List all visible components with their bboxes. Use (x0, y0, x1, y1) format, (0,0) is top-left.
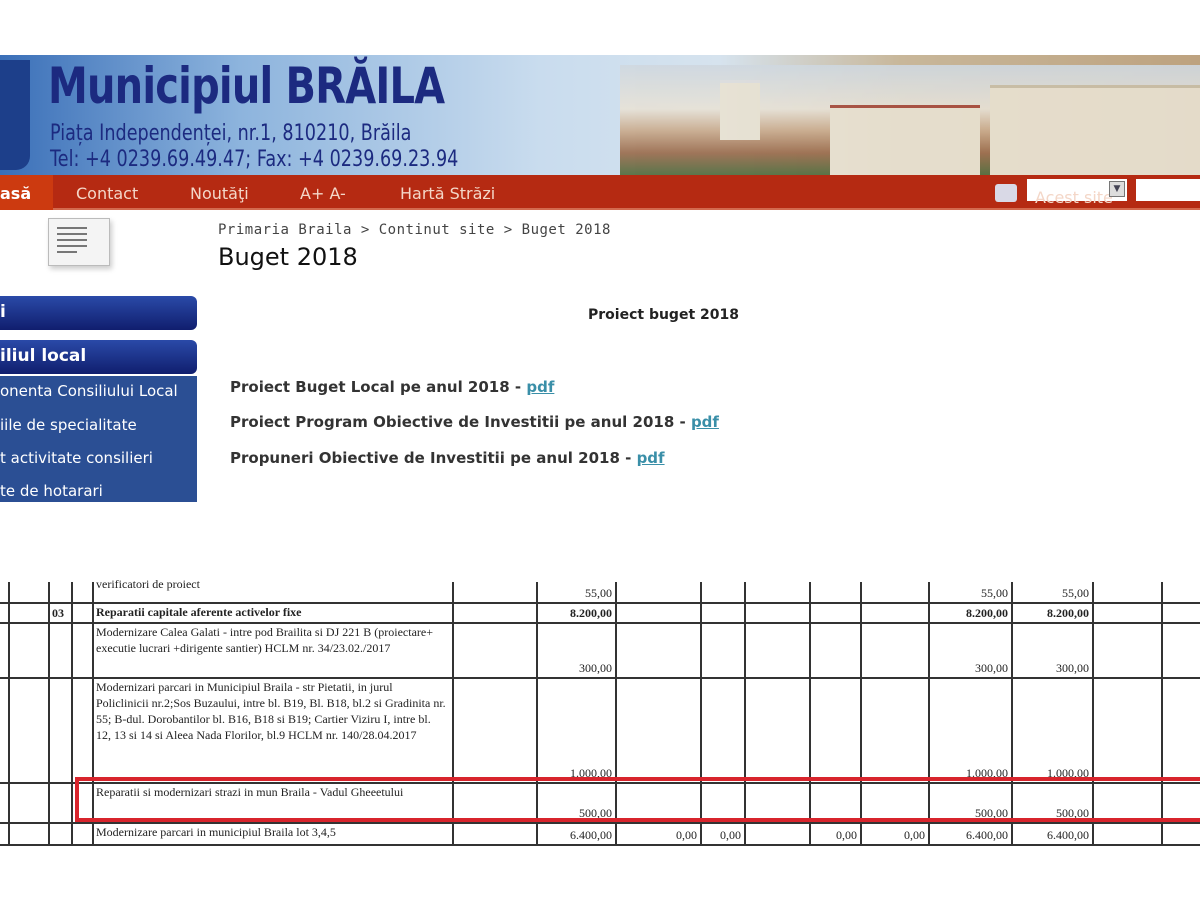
sidebar-item-componenta[interactable]: onenta Consiliului Local (0, 382, 178, 400)
table-column-line (92, 582, 94, 844)
sidebar-item-comisii[interactable]: iile de specialitate (0, 416, 137, 434)
chevron-down-icon[interactable]: ▼ (1109, 181, 1125, 197)
table-cell-value: 0,00 (676, 828, 697, 842)
city-photo (620, 65, 1200, 175)
breadcrumb: Primaria Braila > Continut site > Buget … (218, 222, 611, 238)
table-column-line (928, 582, 930, 844)
table-row-line (0, 822, 1200, 824)
table-cell-value: 6.400,00 (570, 828, 612, 842)
table-cell-value: 0,00 (720, 828, 741, 842)
table-cell-description: verificatori de proiect (96, 577, 200, 591)
table-column-line (1011, 582, 1013, 844)
printer-icon[interactable] (995, 184, 1017, 202)
table-cell-code: 03 (52, 606, 64, 620)
nav-street-map[interactable]: Hartă Străzi (400, 184, 496, 203)
table-column-line (809, 582, 811, 844)
sidebar-section-consiliul-local[interactable]: iliul local (0, 340, 197, 374)
table-cell-description: Modernizare parcari in municipiul Braila… (96, 825, 336, 839)
nav-font-size[interactable]: A+ A- (300, 184, 346, 203)
table-cell-description: Modernizari parcari in Municipiul Braila… (96, 680, 446, 742)
search-input[interactable] (1136, 179, 1200, 201)
city-crest-logo (0, 60, 30, 170)
search-scope-value: Acest site (1035, 188, 1113, 207)
content-heading: Proiect buget 2018 (588, 307, 739, 323)
pdf-link[interactable]: pdf (690, 413, 719, 431)
table-column-line (452, 582, 454, 844)
nav-home[interactable]: asă (0, 175, 53, 210)
table-cell-value: 300,00 (579, 661, 612, 675)
proposals-link-row: Propuneri Obiective de Investitii pe anu… (230, 449, 665, 467)
table-cell-value: 300,00 (1056, 661, 1089, 675)
table-column-line (860, 582, 862, 844)
site-title: Municipiul BRĂILA (48, 57, 445, 115)
link-label: Propuneri Obiective de Investitii pe anu… (230, 449, 637, 467)
breadcrumb-current: Buget 2018 (521, 222, 611, 238)
table-cell-value: 1.000,00 (570, 766, 612, 780)
table-cell-value: 0,00 (904, 828, 925, 842)
table-cell-value: 6.400,00 (1047, 828, 1089, 842)
search-scope-select[interactable]: Acest site ▼ (1027, 179, 1127, 207)
table-cell-value: 6.400,00 (966, 828, 1008, 842)
table-row-line (0, 782, 1200, 784)
sidebar-section-1[interactable]: i (0, 296, 197, 330)
table-cell-value: 55,00 (1062, 586, 1089, 600)
table-column-line (536, 582, 538, 844)
table-row-line (0, 602, 1200, 604)
table-cell-description: Reparatii si modernizari strazi in mun B… (96, 785, 404, 799)
breadcrumb-home[interactable]: Primaria Braila (218, 222, 352, 238)
investments-link-row: Proiect Program Obiective de Investitii … (230, 413, 719, 431)
pdf-link[interactable]: pdf (636, 449, 665, 467)
table-cell-value: 55,00 (981, 586, 1008, 600)
link-label: Proiect Buget Local pe anul 2018 - (230, 378, 527, 396)
breadcrumb-content[interactable]: Continut site (378, 222, 495, 238)
table-column-line (71, 582, 73, 844)
nav-contact[interactable]: Contact (76, 184, 139, 203)
table-cell-value: 0,00 (836, 828, 857, 842)
table-cell-value: 500,00 (975, 806, 1008, 820)
nav-news[interactable]: Noutăţi (190, 184, 249, 203)
page-title: Buget 2018 (218, 243, 358, 271)
table-cell-value: 500,00 (579, 806, 612, 820)
table-cell-description: Modernizare Calea Galati - intre pod Bra… (96, 625, 433, 655)
table-cell-description: Reparatii capitale aferente activelor fi… (96, 605, 302, 619)
table-cell-value: 1.000,00 (1047, 766, 1089, 780)
table-column-line (8, 582, 10, 844)
table-cell-value: 1.000,00 (966, 766, 1008, 780)
table-cell-value: 500,00 (1056, 806, 1089, 820)
sidebar-list: onenta Consiliului Local iile de special… (0, 376, 197, 502)
sidebar-item-proiecte[interactable]: te de hotarari (0, 482, 103, 500)
breadcrumb-separator: > (503, 222, 513, 238)
table-column-line (48, 582, 50, 844)
pdf-link[interactable]: pdf (526, 378, 555, 396)
table-column-line (744, 582, 746, 844)
site-address: Piața Independenței, nr.1, 810210, Brăil… (50, 121, 412, 146)
table-column-line (1092, 582, 1094, 844)
site-contact: Tel: +4 0239.69.49.47; Fax: +4 0239.69.2… (50, 147, 459, 172)
table-cell-value: 55,00 (585, 586, 612, 600)
table-cell-value: 8.200,00 (966, 606, 1008, 620)
budget-table-scan: verificatori de proiect 55,00 55,00 55,00 03… (0, 577, 1200, 847)
table-column-line (700, 582, 702, 844)
site-banner: Municipiul BRĂILA Piața Independenței, n… (0, 55, 1200, 175)
table-column-line (615, 582, 617, 844)
breadcrumb-separator: > (360, 222, 370, 238)
table-cell-value: 8.200,00 (570, 606, 612, 620)
budget-link-row: Proiect Buget Local pe anul 2018 - pdf (230, 378, 554, 396)
link-label: Proiect Program Obiective de Investitii … (230, 413, 691, 431)
table-cell-value: 300,00 (975, 661, 1008, 675)
document-edit-icon (48, 218, 110, 266)
table-row-line (0, 622, 1200, 624)
table-row-line (0, 677, 1200, 679)
highlight-box (75, 777, 1200, 822)
table-row-line (0, 844, 1200, 846)
main-nav: asă Contact Noutăţi A+ A- Hartă Străzi A… (0, 175, 1200, 210)
sidebar-item-raport[interactable]: t activitate consilieri (0, 449, 153, 467)
table-cell-value: 8.200,00 (1047, 606, 1089, 620)
table-column-line (1161, 582, 1163, 844)
